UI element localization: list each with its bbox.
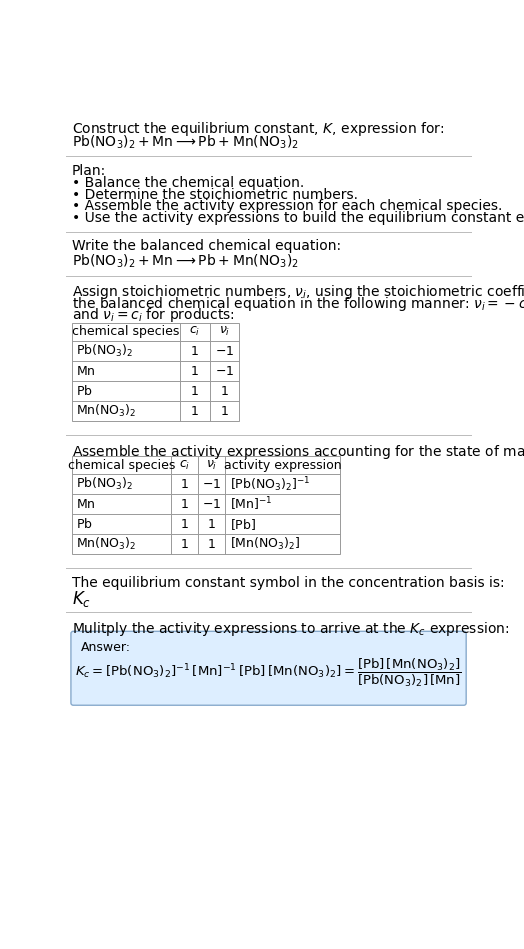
Text: $[\mathrm{Pb(NO_3)_2}]^{-1}$: $[\mathrm{Pb(NO_3)_2}]^{-1}$ — [230, 474, 310, 493]
Text: $\mathrm{Pb}$: $\mathrm{Pb}$ — [75, 384, 92, 398]
Text: 1: 1 — [191, 404, 199, 418]
Text: $\mathrm{Mn}$: $\mathrm{Mn}$ — [75, 498, 95, 511]
Text: $c_i$: $c_i$ — [189, 326, 201, 339]
Text: Assign stoichiometric numbers, $\nu_i$, using the stoichiometric coefficients, $: Assign stoichiometric numbers, $\nu_i$, … — [72, 284, 524, 301]
Text: $\mathrm{Pb(NO_3)_2 + Mn \longrightarrow Pb + Mn(NO_3)_2}$: $\mathrm{Pb(NO_3)_2 + Mn \longrightarrow… — [72, 252, 299, 270]
Text: $-1$: $-1$ — [215, 344, 234, 358]
Text: • Use the activity expressions to build the equilibrium constant expression.: • Use the activity expressions to build … — [72, 211, 524, 225]
Text: $\mathrm{Pb}$: $\mathrm{Pb}$ — [75, 517, 92, 531]
Text: $1$: $1$ — [220, 404, 229, 418]
Text: $-1$: $-1$ — [202, 498, 221, 511]
Text: 1: 1 — [181, 477, 189, 491]
Text: $[\mathrm{Pb}]$: $[\mathrm{Pb}]$ — [230, 517, 256, 531]
Text: $\mathrm{Mn}$: $\mathrm{Mn}$ — [75, 364, 95, 378]
Text: $\mathrm{Pb(NO_3)_2}$: $\mathrm{Pb(NO_3)_2}$ — [75, 476, 133, 493]
Text: $1$: $1$ — [220, 384, 229, 398]
Text: • Assemble the activity expression for each chemical species.: • Assemble the activity expression for e… — [72, 199, 502, 214]
Text: Construct the equilibrium constant, $K$, expression for:: Construct the equilibrium constant, $K$,… — [72, 120, 444, 138]
Text: 1: 1 — [191, 364, 199, 378]
Text: $-1$: $-1$ — [215, 364, 234, 378]
Text: 1: 1 — [181, 538, 189, 550]
Text: Answer:: Answer: — [81, 642, 131, 654]
Text: $[\mathrm{Mn(NO_3)_2}]$: $[\mathrm{Mn(NO_3)_2}]$ — [230, 536, 300, 552]
Text: $-1$: $-1$ — [202, 477, 221, 491]
Text: $[\mathrm{Mn}]^{-1}$: $[\mathrm{Mn}]^{-1}$ — [230, 495, 272, 513]
Text: $c_i$: $c_i$ — [179, 458, 190, 472]
Text: $\mathrm{Mn(NO_3)_2}$: $\mathrm{Mn(NO_3)_2}$ — [75, 403, 136, 419]
Text: The equilibrium constant symbol in the concentration basis is:: The equilibrium constant symbol in the c… — [72, 576, 504, 590]
Text: 1: 1 — [191, 384, 199, 398]
Text: chemical species: chemical species — [68, 458, 175, 472]
Text: 1: 1 — [191, 344, 199, 358]
Text: $\mathrm{Pb(NO_3)_2 + Mn \longrightarrow Pb + Mn(NO_3)_2}$: $\mathrm{Pb(NO_3)_2 + Mn \longrightarrow… — [72, 133, 299, 151]
Text: chemical species: chemical species — [72, 326, 180, 338]
Text: Assemble the activity expressions accounting for the state of matter and $\nu_i$: Assemble the activity expressions accoun… — [72, 442, 524, 460]
Text: activity expression: activity expression — [224, 458, 341, 472]
Text: Mulitply the activity expressions to arrive at the $K_c$ expression:: Mulitply the activity expressions to arr… — [72, 620, 509, 638]
Text: $\nu_i$: $\nu_i$ — [219, 326, 230, 339]
Bar — [72, 323, 239, 421]
Text: $K_c$: $K_c$ — [72, 589, 91, 609]
FancyBboxPatch shape — [71, 631, 466, 705]
Text: $\mathrm{Pb(NO_3)_2}$: $\mathrm{Pb(NO_3)_2}$ — [75, 343, 133, 359]
Text: $K_c = [\mathrm{Pb(NO_3)_2}]^{-1}\,[\mathrm{Mn}]^{-1}\,[\mathrm{Pb}]\,[\mathrm{M: $K_c = [\mathrm{Pb(NO_3)_2}]^{-1}\,[\mat… — [75, 657, 462, 689]
Text: • Balance the chemical equation.: • Balance the chemical equation. — [72, 177, 304, 190]
Text: $\nu_i$: $\nu_i$ — [206, 458, 217, 472]
Text: $1$: $1$ — [207, 538, 216, 550]
Text: $\mathrm{Mn(NO_3)_2}$: $\mathrm{Mn(NO_3)_2}$ — [75, 536, 136, 552]
Text: Plan:: Plan: — [72, 164, 106, 177]
Text: $1$: $1$ — [207, 518, 216, 530]
Text: and $\nu_i = c_i$ for products:: and $\nu_i = c_i$ for products: — [72, 307, 235, 325]
Bar — [72, 456, 340, 554]
Text: Write the balanced chemical equation:: Write the balanced chemical equation: — [72, 239, 341, 253]
Text: 1: 1 — [181, 518, 189, 530]
Text: • Determine the stoichiometric numbers.: • Determine the stoichiometric numbers. — [72, 188, 358, 202]
Text: the balanced chemical equation in the following manner: $\nu_i = -c_i$ for react: the balanced chemical equation in the fo… — [72, 295, 524, 313]
Text: 1: 1 — [181, 498, 189, 511]
